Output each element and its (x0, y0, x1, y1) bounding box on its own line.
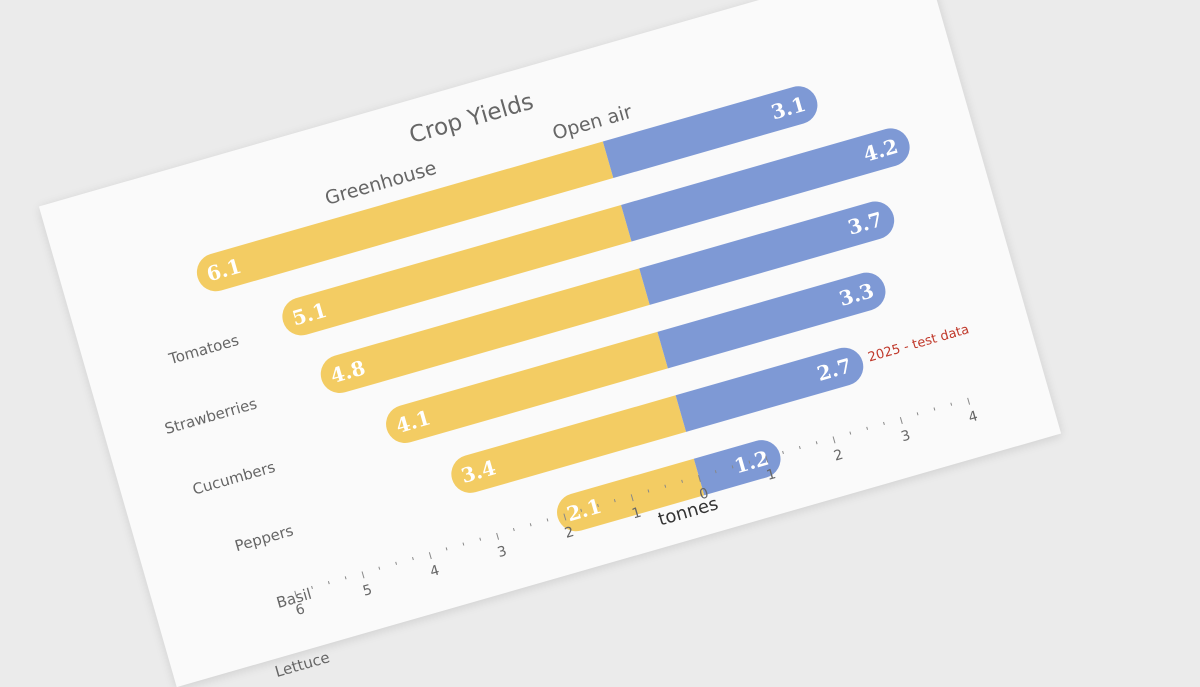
x-axis-tick-mark (849, 431, 852, 435)
x-axis-tick-label: 5 (361, 582, 374, 600)
x-axis-tick-mark (529, 523, 532, 527)
x-axis-tick-mark (967, 397, 971, 405)
x-axis-tick-label: 3 (899, 427, 912, 445)
bar-greenhouse-tomatoes (196, 141, 614, 292)
bar-greenhouse-basil (451, 395, 687, 493)
x-axis-tick-mark (866, 426, 869, 430)
bar-open-air-lettuce (693, 440, 781, 496)
chart-title: Crop Yields (407, 89, 537, 149)
category-label-strawberries: Strawberries (163, 394, 260, 438)
category-label-tomatoes: Tomatoes (166, 331, 241, 368)
test-data-note: 2025 - test data (866, 322, 971, 365)
x-axis-tick-mark (496, 532, 500, 540)
x-axis-tick-mark (815, 441, 818, 445)
chart-card: Crop Yields Greenhouse Open air 6.1 3.1 5.… (38, 0, 1062, 687)
x-axis-tick-mark (361, 571, 365, 579)
x-axis-tick-mark (765, 455, 769, 463)
x-axis-tick-mark (664, 484, 667, 488)
x-axis-tick-label: 4 (967, 408, 980, 426)
x-axis-tick-label: 2 (832, 447, 845, 465)
x-axis-tick-mark (462, 542, 465, 546)
x-axis-tick-mark (714, 470, 717, 474)
x-axis-tick-mark (630, 494, 634, 502)
x-axis-tick-mark (731, 465, 734, 469)
x-axis-tick-mark (950, 402, 953, 406)
x-axis-tick-mark (546, 518, 549, 522)
x-axis-tick-mark (428, 552, 432, 560)
x-axis-tick-mark (580, 508, 583, 512)
bar-greenhouse-cucumbers (320, 268, 650, 393)
x-axis-tick-mark (647, 489, 650, 493)
x-axis-tick-label: 0 (698, 485, 711, 503)
x-axis-tick-mark (916, 412, 919, 416)
x-axis-tick-mark (479, 537, 482, 541)
category-label-peppers: Peppers (233, 521, 296, 555)
x-axis: 6 5 4 3 2 1 0 1 2 3 4 (294, 397, 980, 619)
x-axis-tick-mark (832, 436, 836, 444)
bar-open-air-strawberries (621, 128, 910, 242)
bars-layer: 6.13.15.14.24.83.74.13.33.42.72.11.2 (196, 86, 910, 532)
x-axis-tick-mark (378, 566, 381, 570)
x-axis-tick-mark (344, 576, 347, 580)
category-label-basil: Basil (274, 585, 313, 612)
x-axis-tick-mark (311, 585, 313, 590)
bar-open-air-peppers (657, 272, 886, 369)
bar-open-air-basil (675, 347, 864, 432)
x-axis-tick-label: 1 (765, 466, 778, 484)
x-axis-tick-mark (698, 474, 701, 482)
x-axis-tick-mark (395, 561, 398, 565)
x-axis-tick-mark (883, 421, 885, 426)
x-axis-tick-mark (563, 513, 567, 521)
x-axis-tick-mark (412, 556, 414, 561)
x-axis-tick-label: 2 (563, 524, 576, 542)
x-axis-tick-mark (933, 407, 936, 411)
bar-greenhouse-lettuce (557, 458, 705, 532)
x-axis-tick-mark (681, 479, 683, 483)
x-axis-tick-mark (597, 503, 599, 508)
category-label-cucumbers: Cucumbers (190, 458, 277, 499)
x-axis-tick-mark (445, 547, 448, 551)
x-axis-tick-mark (782, 450, 784, 454)
x-axis-tick-mark (327, 581, 330, 585)
category-labels: Tomatoes Strawberries Cucumbers Peppers Basi… (163, 331, 332, 681)
x-axis-tick-mark (613, 499, 616, 503)
crop-yields-chart: Crop Yields Greenhouse Open air 6.13.15.… (163, 86, 980, 681)
x-axis-tick-label: 1 (630, 505, 643, 523)
bar-greenhouse-peppers (386, 331, 668, 443)
x-axis-tick-mark (798, 445, 801, 450)
x-axis-tick-label: 4 (428, 563, 441, 581)
bar-open-air-cucumbers (639, 201, 895, 305)
category-label-lettuce: Lettuce (273, 648, 332, 681)
x-axis-tick-mark (899, 417, 903, 425)
bar-open-air-tomatoes (602, 86, 818, 179)
x-axis-tick-mark (748, 460, 751, 464)
x-axis-tick-mark (294, 590, 298, 598)
bar-greenhouse-strawberries (282, 204, 632, 336)
x-axis-tick-label: 3 (496, 543, 509, 561)
x-axis-tick-label: 6 (294, 601, 307, 619)
x-axis-tick-mark (512, 527, 515, 532)
